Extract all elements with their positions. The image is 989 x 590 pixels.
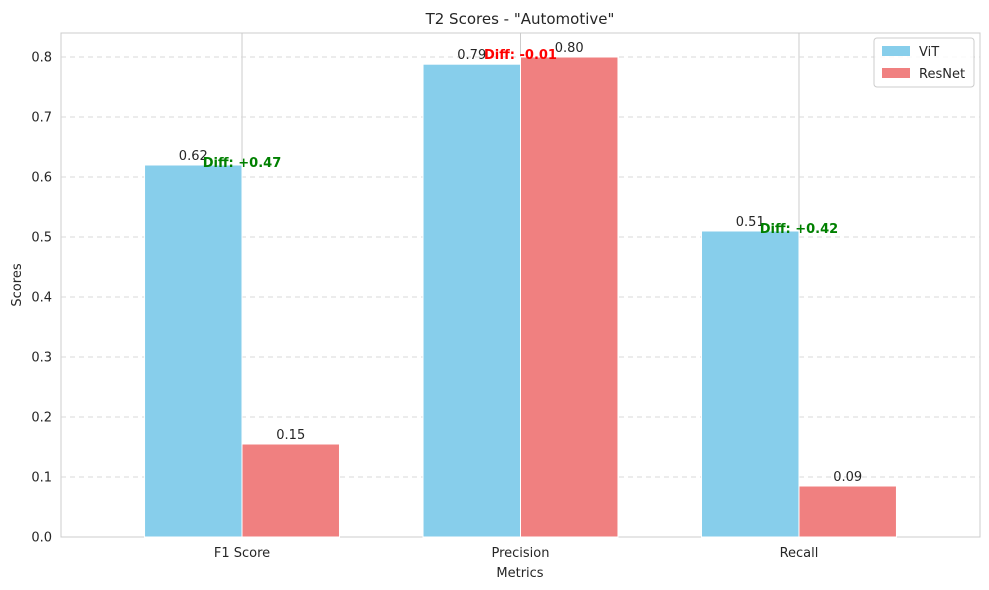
y-tick-label: 0.4 [31,291,52,306]
bar-resnet [241,443,340,538]
y-tick-label: 0.8 [31,51,52,66]
data-labels: 0.62 0.79 0.51 0.15 0.80 0.09 Diff: +0.47 Diff:… [179,41,862,485]
x-tick-label: Recall [780,546,819,561]
y-tick-label: 0.3 [31,351,52,366]
diff-annotation: Diff: +0.42 [760,222,838,237]
y-axis-label: Scores [10,263,25,306]
diff-annotation: Diff: -0.01 [484,48,557,63]
legend-swatch-vit [882,46,910,56]
chart-title: T2 Scores - "Automotive" [425,10,615,28]
bar-vit [701,230,800,538]
bar-resnet [520,56,619,538]
y-tick-label: 0.5 [31,231,52,246]
legend-label-vit: ViT [919,45,939,60]
x-tick-label: F1 Score [214,546,270,561]
legend: ViT ResNet [873,37,975,88]
axis-ticks: 0.0 0.1 0.2 0.3 0.4 0.5 0.6 0.7 0.8 F1 Score Preci… [31,51,818,562]
bar-value-label: 0.15 [276,428,305,443]
bar-value-label: 0.62 [179,149,208,164]
y-tick-label: 0.6 [31,171,52,186]
bar-value-label: 0.79 [457,48,486,63]
x-tick-label: Precision [491,546,549,561]
bars [144,56,897,538]
x-axis-label: Metrics [496,566,543,581]
bar-resnet [798,485,897,538]
bar-value-label: 0.51 [736,215,765,230]
legend-label-resnet: ResNet [919,67,965,82]
bar-vit [422,63,521,538]
y-tick-label: 0.1 [31,471,52,486]
y-tick-label: 0.0 [31,531,52,546]
y-tick-label: 0.7 [31,111,52,126]
diff-annotation: Diff: +0.47 [203,156,281,171]
bar-vit [144,164,243,538]
y-tick-label: 0.2 [31,411,52,426]
legend-swatch-resnet [882,68,910,78]
bar-value-label: 0.09 [833,470,862,485]
bar-value-label: 0.80 [555,41,584,56]
